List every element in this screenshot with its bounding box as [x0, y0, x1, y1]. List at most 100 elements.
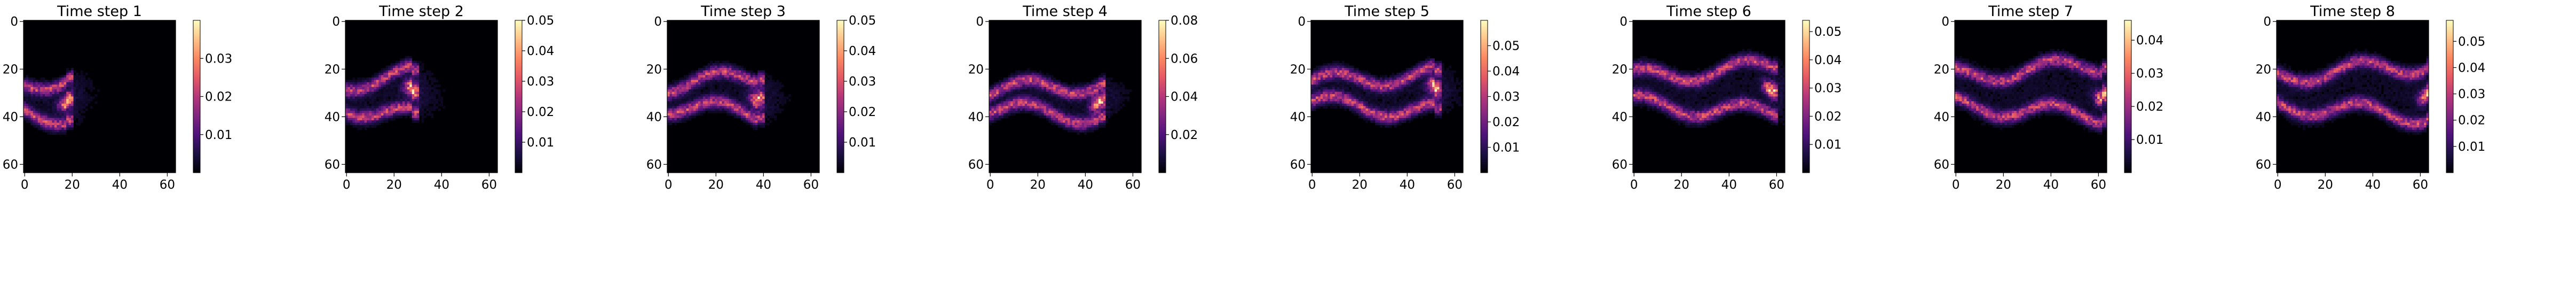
heatmap-cell — [1077, 96, 1080, 99]
heatmap-cell — [1029, 98, 1032, 102]
heatmap-cell — [1093, 108, 1096, 111]
heatmap-cell — [78, 113, 81, 116]
heatmap-cell — [1103, 111, 1106, 114]
heatmap-cell — [1034, 70, 1037, 73]
heatmap-cell — [54, 82, 57, 85]
heatmap-cell — [1337, 96, 1340, 99]
heatmap-cell — [385, 108, 389, 111]
heatmap-cell — [1398, 115, 1402, 118]
heatmap-cell — [1392, 103, 1395, 106]
heatmap-cell — [345, 122, 348, 126]
heatmap-cell — [1081, 89, 1085, 92]
heatmap-cell — [1356, 77, 1359, 80]
heatmap-cell — [1444, 108, 1447, 111]
heatmap-cell — [1315, 106, 1318, 109]
heatmap-cell — [28, 118, 31, 121]
heatmap-cell — [426, 101, 429, 104]
heatmap-cell — [1398, 84, 1402, 88]
heatmap-cell — [707, 72, 710, 75]
heatmap-cell — [1108, 103, 1111, 106]
heatmap-cell — [717, 91, 720, 95]
heatmap-cell — [702, 89, 706, 92]
heatmap-cell — [1382, 111, 1385, 114]
y-tick-label: 60 — [646, 158, 662, 172]
heatmap-cell — [364, 77, 367, 80]
heatmap-cell — [762, 101, 765, 104]
heatmap-cell — [1375, 113, 1378, 116]
heatmap-cell — [1382, 108, 1385, 111]
heatmap-cell — [745, 118, 748, 121]
heatmap-cell — [1086, 129, 1089, 133]
heatmap-cell — [724, 82, 727, 85]
heatmap-cell — [1363, 98, 1366, 102]
heatmap-cell — [1032, 98, 1035, 102]
heatmap-cell — [1387, 98, 1390, 102]
heatmap-cell — [1112, 82, 1116, 85]
heatmap-cell — [414, 77, 417, 80]
heatmap-cell — [395, 91, 398, 95]
heatmap-cell — [1427, 80, 1431, 83]
heatmap-cell — [1427, 96, 1431, 99]
heatmap-cell — [729, 72, 732, 75]
heatmap-cell — [1444, 96, 1447, 99]
heatmap-cell — [57, 84, 60, 88]
heatmap-cell — [61, 98, 65, 102]
heatmap-cell — [78, 84, 81, 88]
heatmap-cell — [1313, 77, 1316, 80]
heatmap-cell — [64, 84, 67, 88]
heatmap-cell — [1434, 89, 1437, 92]
heatmap-cell — [61, 127, 65, 130]
heatmap-cell — [1003, 111, 1006, 114]
heatmap-cell — [700, 91, 704, 95]
heatmap-cell — [715, 60, 717, 64]
heatmap-cell — [362, 84, 365, 88]
heatmap-cell — [698, 70, 701, 73]
heatmap-cell — [393, 115, 396, 118]
heatmap-cell — [1029, 77, 1032, 80]
heatmap-cell — [1093, 118, 1096, 121]
heatmap-cell — [719, 80, 722, 83]
heatmap-cell — [1079, 82, 1082, 85]
heatmap-cell — [30, 96, 34, 99]
heatmap-cell — [30, 108, 34, 111]
heatmap-cell — [1408, 106, 1411, 109]
heatmap-cell — [753, 103, 756, 106]
heatmap-cell — [719, 106, 722, 109]
heatmap-cell — [1325, 106, 1328, 109]
heatmap-cell — [729, 82, 732, 85]
heatmap-cell — [757, 84, 761, 88]
heatmap-cell — [1749, 53, 1752, 57]
heatmap-cell — [676, 118, 679, 121]
heatmap-cell — [42, 89, 45, 92]
heatmap-cell — [378, 91, 382, 95]
heatmap-cell — [1458, 96, 1461, 99]
heatmap-cell — [707, 75, 710, 78]
heatmap-cell — [371, 111, 374, 114]
heatmap-cell — [1427, 111, 1431, 114]
heatmap-cell — [409, 65, 413, 68]
heatmap-cell — [426, 94, 429, 97]
heatmap-cell — [1756, 51, 1759, 54]
heatmap-cell — [738, 96, 741, 99]
heatmap-cell — [1380, 75, 1382, 78]
heatmap-cell — [750, 108, 753, 111]
heatmap-cell — [1046, 75, 1049, 78]
heatmap-cell — [374, 103, 377, 106]
heatmap-cell — [1048, 80, 1052, 83]
heatmap-cell — [1394, 111, 1397, 114]
heatmap-cell — [54, 129, 57, 133]
heatmap-cell — [750, 70, 753, 73]
heatmap-cell — [362, 120, 365, 123]
heatmap-cell — [369, 80, 372, 83]
heatmap-cell — [1041, 84, 1044, 88]
heatmap-cell — [1344, 65, 1347, 68]
heatmap-cell — [66, 70, 69, 73]
heatmap-cell — [1101, 118, 1104, 121]
heatmap-cell — [731, 113, 734, 116]
heatmap-cell — [35, 113, 38, 116]
heatmap-cell — [388, 72, 391, 75]
heatmap-cell — [1418, 72, 1421, 75]
heatmap-cell — [1432, 89, 1435, 92]
heatmap-cell — [1434, 70, 1437, 73]
heatmap-cell — [1323, 80, 1326, 83]
